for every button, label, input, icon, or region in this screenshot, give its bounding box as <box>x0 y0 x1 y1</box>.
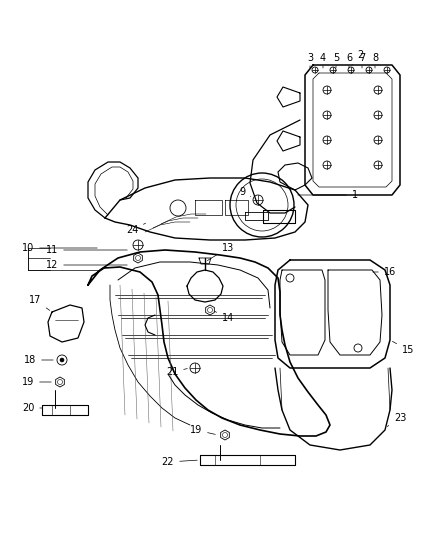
Text: 10: 10 <box>22 243 97 253</box>
Text: 20: 20 <box>22 403 42 413</box>
Text: 14: 14 <box>215 311 234 323</box>
Text: 2: 2 <box>352 50 363 65</box>
Text: 24: 24 <box>126 223 145 235</box>
Circle shape <box>60 358 64 362</box>
Text: 21: 21 <box>166 367 187 377</box>
Text: 6: 6 <box>346 53 352 68</box>
Text: 18: 18 <box>24 355 53 365</box>
Text: 22: 22 <box>162 457 197 467</box>
Text: 4: 4 <box>320 53 326 68</box>
Text: 3: 3 <box>307 53 313 68</box>
Text: 16: 16 <box>373 267 396 277</box>
Text: 5: 5 <box>333 53 339 68</box>
Text: 15: 15 <box>392 341 414 355</box>
Text: 1: 1 <box>298 190 358 200</box>
Text: 23: 23 <box>387 413 406 426</box>
Text: 7: 7 <box>359 53 365 68</box>
Text: 8: 8 <box>372 53 378 68</box>
Text: 19: 19 <box>22 377 51 387</box>
Text: 19: 19 <box>190 425 215 435</box>
Text: 11: 11 <box>46 245 127 255</box>
Text: 12: 12 <box>46 260 127 270</box>
Text: 9: 9 <box>239 187 251 197</box>
Text: 17: 17 <box>29 295 50 310</box>
Text: 13: 13 <box>207 243 234 261</box>
